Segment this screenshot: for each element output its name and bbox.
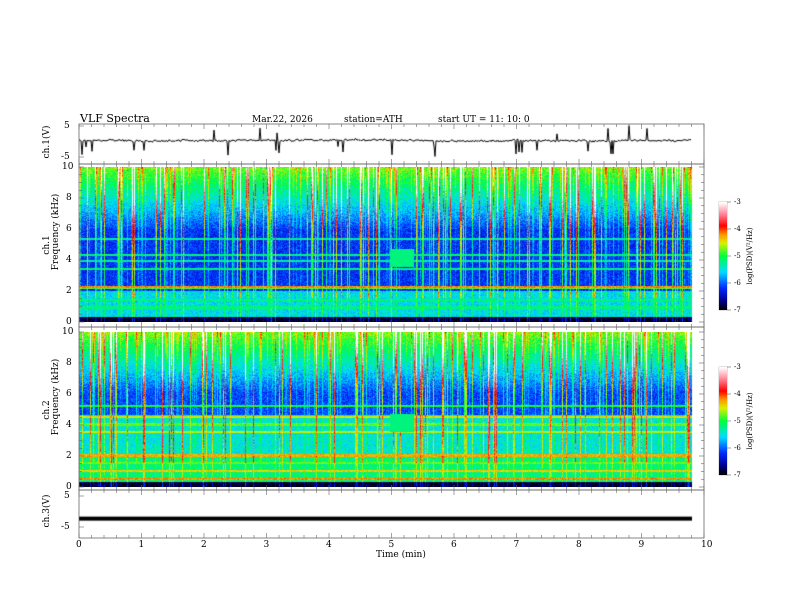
- panel-frame: [78, 123, 705, 165]
- panel-frame: [78, 163, 705, 328]
- spectrogram-ytick: 8: [66, 193, 72, 203]
- colorbar-tick-label: -3: [734, 198, 741, 206]
- colorbar-tick-label: -4: [734, 225, 741, 233]
- spectrogram-ytick: 10: [62, 162, 74, 172]
- colorbar-tick-label: -3: [734, 363, 741, 371]
- ch2-colorbar: [719, 367, 727, 475]
- date-label: Mar.22, 2026: [252, 115, 313, 125]
- panel-frame: [78, 489, 705, 539]
- x-tick-label: 10: [701, 540, 713, 550]
- x-axis-label: Time (min): [376, 550, 426, 560]
- spectrogram-ytick: 6: [66, 389, 72, 399]
- spectrogram-ytick: 2: [66, 451, 72, 461]
- colorbar-tick-label: -7: [734, 471, 741, 479]
- spectrogram-ytick: 0: [66, 482, 72, 492]
- spectrogram-ytick: 6: [66, 224, 72, 234]
- x-tick-label: 4: [326, 540, 332, 550]
- spectrogram-ytick: 8: [66, 358, 72, 368]
- x-tick-label: 9: [638, 540, 645, 550]
- spectrogram-ytick: 0: [66, 317, 72, 327]
- ch3-ytick: -5: [61, 522, 70, 532]
- spectrogram-ytick: 4: [66, 420, 72, 430]
- x-tick-label: 8: [576, 540, 582, 550]
- station-label: station=ATH: [344, 115, 403, 125]
- spectrogram-ytick: 10: [62, 327, 74, 337]
- x-tick-label: 0: [76, 540, 82, 550]
- colorbar-tick-label: -5: [734, 417, 741, 425]
- ch1-colorbar: [719, 202, 727, 310]
- colorbar-tick-label: -6: [734, 279, 741, 287]
- x-tick-label: 3: [263, 540, 270, 550]
- colorbar-tick-label: -7: [734, 306, 741, 314]
- colorbar-label: log(PSD)(V²/Hz): [746, 227, 754, 285]
- spectrogram-ytick: 2: [66, 286, 72, 296]
- ch1-ytick: -5: [61, 152, 70, 162]
- x-tick-label: 6: [451, 540, 457, 550]
- start-time-label: start UT = 11: 10: 0: [438, 115, 530, 125]
- ch1-ytick: 5: [64, 121, 70, 131]
- panel-frame: [78, 326, 705, 491]
- ch3-ytick: 5: [64, 491, 70, 501]
- spectrogram-ytick: 4: [66, 255, 72, 265]
- colorbar-tick-label: -4: [734, 390, 741, 398]
- colorbar-tick-label: -6: [734, 444, 741, 452]
- colorbar-label: log(PSD)(V²/Hz): [746, 392, 754, 450]
- x-tick-label: 1: [138, 540, 145, 550]
- colorbar-tick-label: -5: [734, 252, 741, 260]
- x-tick-label: 2: [201, 540, 207, 550]
- plot-title: VLF Spectra: [80, 112, 150, 125]
- x-tick-label: 5: [388, 540, 395, 550]
- x-tick-label: 7: [513, 540, 520, 550]
